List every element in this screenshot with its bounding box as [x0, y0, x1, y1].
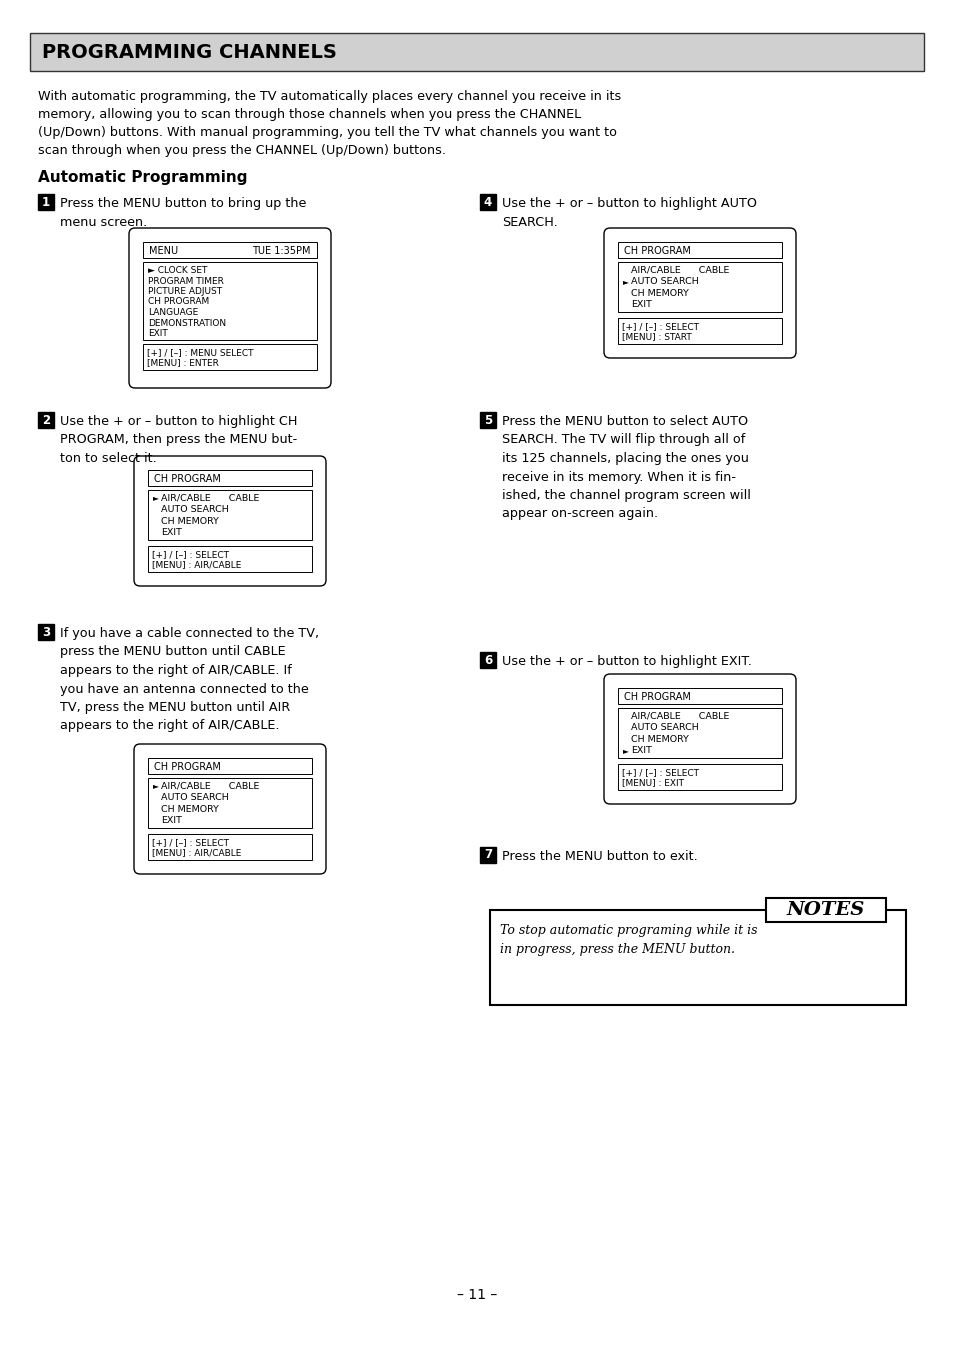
- Text: [MENU] : AIR/CABLE: [MENU] : AIR/CABLE: [152, 848, 241, 857]
- Text: ► CLOCK SET: ► CLOCK SET: [148, 266, 207, 274]
- Bar: [143, 262, 316, 339]
- Text: CH MEMORY: CH MEMORY: [161, 804, 218, 814]
- Text: [MENU] : EXIT: [MENU] : EXIT: [621, 777, 683, 787]
- Text: CH MEMORY: CH MEMORY: [630, 288, 688, 297]
- FancyBboxPatch shape: [603, 675, 795, 804]
- Text: TUE 1:35PM: TUE 1:35PM: [253, 246, 311, 256]
- Text: 2: 2: [42, 414, 50, 426]
- Text: 1: 1: [42, 196, 50, 208]
- Text: LANGUAGE: LANGUAGE: [148, 308, 198, 316]
- Bar: [148, 546, 312, 572]
- Text: memory, allowing you to scan through those channels when you press the CHANNEL: memory, allowing you to scan through tho…: [38, 108, 580, 120]
- Text: Press the MENU button to bring up the
menu screen.: Press the MENU button to bring up the me…: [60, 197, 306, 228]
- Text: NOTES: NOTES: [786, 900, 864, 919]
- Bar: [143, 242, 316, 258]
- Text: [MENU] : AIR/CABLE: [MENU] : AIR/CABLE: [152, 560, 241, 569]
- Text: EXIT: EXIT: [161, 817, 182, 825]
- Text: CH MEMORY: CH MEMORY: [161, 516, 218, 526]
- Text: AUTO SEARCH: AUTO SEARCH: [161, 506, 229, 514]
- Text: EXIT: EXIT: [161, 529, 182, 537]
- Text: CH PROGRAM: CH PROGRAM: [623, 246, 690, 256]
- Text: AIR/CABLE      CABLE: AIR/CABLE CABLE: [630, 711, 729, 721]
- FancyBboxPatch shape: [133, 456, 326, 585]
- Bar: [148, 758, 312, 773]
- Text: ►: ►: [152, 493, 159, 503]
- Text: 5: 5: [483, 414, 492, 426]
- Text: ►: ►: [622, 746, 628, 754]
- Text: (Up/Down) buttons. With manual programming, you tell the TV what channels you wa: (Up/Down) buttons. With manual programmi…: [38, 126, 617, 139]
- FancyBboxPatch shape: [479, 652, 496, 668]
- Text: ►: ►: [152, 781, 159, 791]
- FancyBboxPatch shape: [603, 228, 795, 358]
- FancyBboxPatch shape: [479, 412, 496, 429]
- Text: AUTO SEARCH: AUTO SEARCH: [161, 794, 229, 802]
- Text: Use the + or – button to highlight EXIT.: Use the + or – button to highlight EXIT.: [501, 654, 751, 668]
- Text: scan through when you press the CHANNEL (Up/Down) buttons.: scan through when you press the CHANNEL …: [38, 145, 446, 157]
- Text: ►: ►: [622, 277, 628, 287]
- FancyBboxPatch shape: [129, 228, 331, 388]
- Bar: [490, 910, 905, 1005]
- Text: [+] / [–] : SELECT: [+] / [–] : SELECT: [152, 550, 229, 558]
- Bar: [618, 764, 781, 790]
- Bar: [618, 262, 781, 312]
- FancyBboxPatch shape: [38, 412, 54, 429]
- Bar: [618, 318, 781, 343]
- FancyBboxPatch shape: [30, 32, 923, 72]
- Text: 4: 4: [483, 196, 492, 208]
- Text: Press the MENU button to exit.: Press the MENU button to exit.: [501, 850, 697, 863]
- Bar: [618, 708, 781, 758]
- Text: 6: 6: [483, 653, 492, 667]
- Text: – 11 –: – 11 –: [456, 1288, 497, 1302]
- Text: AUTO SEARCH: AUTO SEARCH: [630, 277, 698, 287]
- Text: EXIT: EXIT: [630, 746, 651, 754]
- Text: PICTURE ADJUST: PICTURE ADJUST: [148, 287, 222, 296]
- FancyBboxPatch shape: [479, 846, 496, 863]
- FancyBboxPatch shape: [479, 193, 496, 210]
- Text: AIR/CABLE      CABLE: AIR/CABLE CABLE: [161, 493, 259, 503]
- Bar: [148, 470, 312, 485]
- Text: MENU: MENU: [149, 246, 178, 256]
- Text: [MENU] : START: [MENU] : START: [621, 333, 691, 341]
- Text: EXIT: EXIT: [148, 329, 168, 338]
- Text: CH PROGRAM: CH PROGRAM: [148, 297, 209, 307]
- Text: [+] / [–] : SELECT: [+] / [–] : SELECT: [621, 768, 699, 777]
- Text: [+] / [–] : MENU SELECT: [+] / [–] : MENU SELECT: [147, 347, 253, 357]
- Bar: [148, 834, 312, 860]
- Text: PROGRAM TIMER: PROGRAM TIMER: [148, 277, 224, 285]
- Text: [MENU] : ENTER: [MENU] : ENTER: [147, 358, 218, 366]
- Text: DEMONSTRATION: DEMONSTRATION: [148, 319, 226, 327]
- Text: CH PROGRAM: CH PROGRAM: [153, 763, 221, 772]
- FancyBboxPatch shape: [38, 625, 54, 639]
- Text: With automatic programming, the TV automatically places every channel you receiv: With automatic programming, the TV autom…: [38, 91, 620, 103]
- Bar: [143, 343, 316, 370]
- Bar: [618, 688, 781, 704]
- Bar: [148, 489, 312, 539]
- Text: 3: 3: [42, 626, 50, 638]
- Text: AIR/CABLE      CABLE: AIR/CABLE CABLE: [161, 781, 259, 791]
- Bar: [765, 898, 885, 922]
- Text: CH PROGRAM: CH PROGRAM: [623, 692, 690, 702]
- Bar: [148, 777, 312, 827]
- FancyBboxPatch shape: [38, 193, 54, 210]
- Text: CH MEMORY: CH MEMORY: [630, 734, 688, 744]
- Text: [+] / [–] : SELECT: [+] / [–] : SELECT: [621, 322, 699, 331]
- Text: AIR/CABLE      CABLE: AIR/CABLE CABLE: [630, 265, 729, 274]
- Text: Press the MENU button to select AUTO
SEARCH. The TV will flip through all of
its: Press the MENU button to select AUTO SEA…: [501, 415, 750, 521]
- Bar: [618, 242, 781, 258]
- FancyBboxPatch shape: [133, 744, 326, 873]
- Text: EXIT: EXIT: [630, 300, 651, 310]
- Text: To stop automatic programing while it is
in progress, press the MENU button.: To stop automatic programing while it is…: [499, 923, 757, 956]
- Text: 7: 7: [483, 849, 492, 861]
- Text: If you have a cable connected to the TV,
press the MENU button until CABLE
appea: If you have a cable connected to the TV,…: [60, 627, 319, 733]
- Text: CH PROGRAM: CH PROGRAM: [153, 475, 221, 484]
- Text: [+] / [–] : SELECT: [+] / [–] : SELECT: [152, 838, 229, 846]
- Text: Use the + or – button to highlight AUTO
SEARCH.: Use the + or – button to highlight AUTO …: [501, 197, 757, 228]
- Text: AUTO SEARCH: AUTO SEARCH: [630, 723, 698, 731]
- Text: PROGRAMMING CHANNELS: PROGRAMMING CHANNELS: [42, 42, 336, 61]
- Text: Use the + or – button to highlight CH
PROGRAM, then press the MENU but-
ton to s: Use the + or – button to highlight CH PR…: [60, 415, 297, 465]
- Text: Automatic Programming: Automatic Programming: [38, 170, 247, 185]
